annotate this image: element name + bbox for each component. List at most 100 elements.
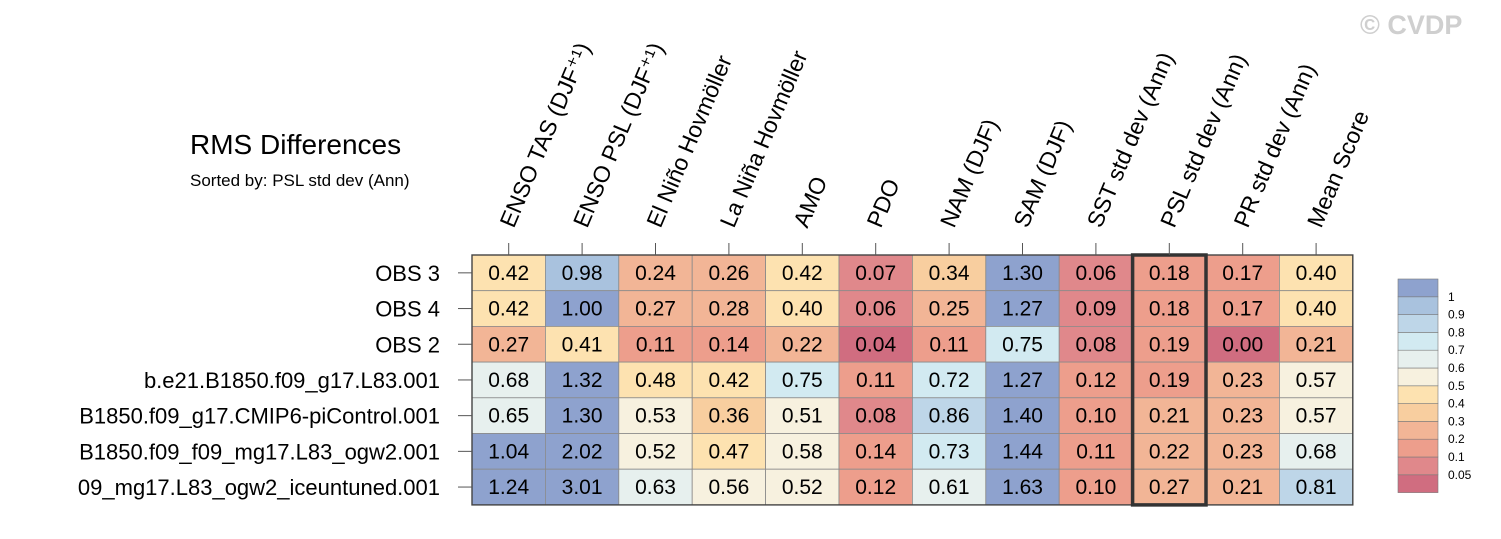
colorbar-swatch xyxy=(1397,456,1439,476)
row-label: B1850.f09_g17.CMIP6-piControl.001 xyxy=(79,404,440,429)
cell-value-label: 0.42 xyxy=(488,262,529,285)
cell-value-label: 0.48 xyxy=(635,369,676,392)
cell-value-label: 0.52 xyxy=(635,440,676,463)
heatmap-cell xyxy=(765,468,840,506)
cell-value-label: 0.18 xyxy=(1149,262,1190,285)
heatmap-cell xyxy=(912,325,987,363)
colorbar-swatch xyxy=(1397,421,1439,440)
cell-value-label: 0.57 xyxy=(1296,405,1337,428)
colorbar-swatch xyxy=(1397,367,1439,387)
colorbar-label: 0.3 xyxy=(1448,414,1465,428)
colorbar-label: 0.5 xyxy=(1448,379,1465,393)
cell-value-label: 0.12 xyxy=(855,476,896,499)
cell-value-label: 0.11 xyxy=(929,333,968,356)
cell-value-label: 0.75 xyxy=(782,369,823,392)
cell-value-label: 0.42 xyxy=(708,369,749,392)
cell-value-label: 0.65 xyxy=(488,405,529,428)
cell-value-label: 1.27 xyxy=(1002,369,1043,392)
colorbar: 0.05 0.1 0.2 0.3 0.4 0.5 0.6 0.7 0.8 0.9 1 xyxy=(1397,278,1472,493)
cell-value-label: 0.21 xyxy=(1149,405,1190,428)
colorbar-label: 0.05 xyxy=(1448,468,1472,482)
cell-value-label: 0.23 xyxy=(1222,440,1263,463)
cell-value-label: 1.24 xyxy=(488,476,529,499)
cell-value-label: 0.36 xyxy=(708,405,749,428)
colorbar-label: 0.7 xyxy=(1448,343,1465,357)
colorbar-swatch xyxy=(1397,349,1439,369)
cell-value-label: 0.27 xyxy=(1149,476,1190,499)
heatmap-cell xyxy=(1205,397,1280,434)
heatmap-cell xyxy=(545,254,620,292)
cell-value-label: 0.09 xyxy=(1075,298,1116,321)
cell-value-label: 0.24 xyxy=(635,262,676,285)
cell-value-label: 0.11 xyxy=(636,333,675,356)
heatmap-cell xyxy=(1132,433,1207,470)
heatmap-cell xyxy=(1058,433,1133,470)
cell-value-label: 0.11 xyxy=(1076,440,1115,463)
cell-value-label: 0.17 xyxy=(1222,298,1263,321)
heatmap-cell xyxy=(1058,290,1133,327)
heatmap-cell xyxy=(1205,290,1280,327)
row-label: B1850.f09_f09_mg17.L83_ogw2.001 xyxy=(79,439,440,464)
cell-value-label: 0.22 xyxy=(1149,440,1190,463)
cell-value-label: 0.81 xyxy=(1296,476,1337,499)
heatmap-cell xyxy=(471,468,546,506)
heatmap-cell xyxy=(691,325,767,363)
cell-value-label: 0.19 xyxy=(1149,369,1190,392)
column-label: PR std dev (Ann) xyxy=(1228,60,1320,231)
cell-value-label: 0.19 xyxy=(1149,333,1190,356)
heatmap-cell xyxy=(1279,433,1354,470)
chart-subtitle: Sorted by: PSL std dev (Ann) xyxy=(190,171,410,190)
row-label: OBS 2 xyxy=(375,332,440,357)
cell-value-label: 0.06 xyxy=(1075,262,1116,285)
heatmap-cell xyxy=(545,468,620,506)
heatmap-cell xyxy=(1279,254,1354,292)
cell-value-label: 0.07 xyxy=(855,262,896,285)
row-label: OBS 4 xyxy=(375,297,440,322)
heatmap-cell xyxy=(838,433,913,470)
cell-value-label: 0.08 xyxy=(855,405,896,428)
colorbar-swatch xyxy=(1397,385,1439,404)
cell-value-label: 1.27 xyxy=(1002,298,1043,321)
heatmap-cell xyxy=(1132,361,1207,399)
colorbar-label: 0.1 xyxy=(1448,450,1465,464)
cell-value-label: 1.63 xyxy=(1002,476,1043,499)
cell-value-label: 0.52 xyxy=(782,476,823,499)
cell-value-label: 0.11 xyxy=(856,369,895,392)
colorbar-label: 0.6 xyxy=(1448,361,1465,375)
heatmap-cell xyxy=(471,325,546,363)
cell-value-label: 1.30 xyxy=(562,405,603,428)
cell-value-label: 0.57 xyxy=(1296,369,1337,392)
colorbar-swatch xyxy=(1397,474,1439,493)
heatmap-cell xyxy=(1058,361,1133,399)
cell-value-label: 0.23 xyxy=(1222,369,1263,392)
heatmap-cell xyxy=(1279,361,1354,399)
cell-value-label: 0.27 xyxy=(635,298,676,321)
colorbar-label: 1 xyxy=(1448,290,1455,304)
colorbar-label: 0.4 xyxy=(1448,397,1465,411)
heatmap-cell xyxy=(471,361,546,399)
heatmap-cell xyxy=(618,397,693,434)
colorbar-label: 0.9 xyxy=(1448,308,1465,322)
cell-value-label: 0.28 xyxy=(708,298,749,321)
cell-value-label: 1.30 xyxy=(1002,262,1043,285)
heatmap-cell xyxy=(765,325,840,363)
cell-value-label: 0.63 xyxy=(635,476,676,499)
heatmap-cell xyxy=(471,433,546,470)
cell-value-label: 0.42 xyxy=(782,262,823,285)
heatmap-cells: 0.42 0.98 0.24 0.26 0.42 0.07 0.34 1.30 0.06 0.18… xyxy=(471,253,1354,507)
cell-value-label: 0.42 xyxy=(488,298,529,321)
cell-value-label: 0.25 xyxy=(929,298,970,321)
cell-value-label: 0.17 xyxy=(1222,262,1263,285)
cell-value-label: 0.58 xyxy=(782,440,823,463)
heatmap-cell xyxy=(545,397,620,434)
heatmap-cell xyxy=(838,254,913,292)
cell-value-label: 0.10 xyxy=(1075,405,1116,428)
cell-value-label: 0.22 xyxy=(782,333,823,356)
cell-value-label: 0.98 xyxy=(562,262,603,285)
heatmap-cell xyxy=(765,397,840,434)
cell-value-label: 0.47 xyxy=(708,440,749,463)
colorbar-swatch xyxy=(1397,332,1439,351)
cell-value-label: 0.40 xyxy=(1296,262,1337,285)
colorbar-swatch xyxy=(1397,314,1439,333)
cell-value-label: 0.08 xyxy=(1075,333,1116,356)
